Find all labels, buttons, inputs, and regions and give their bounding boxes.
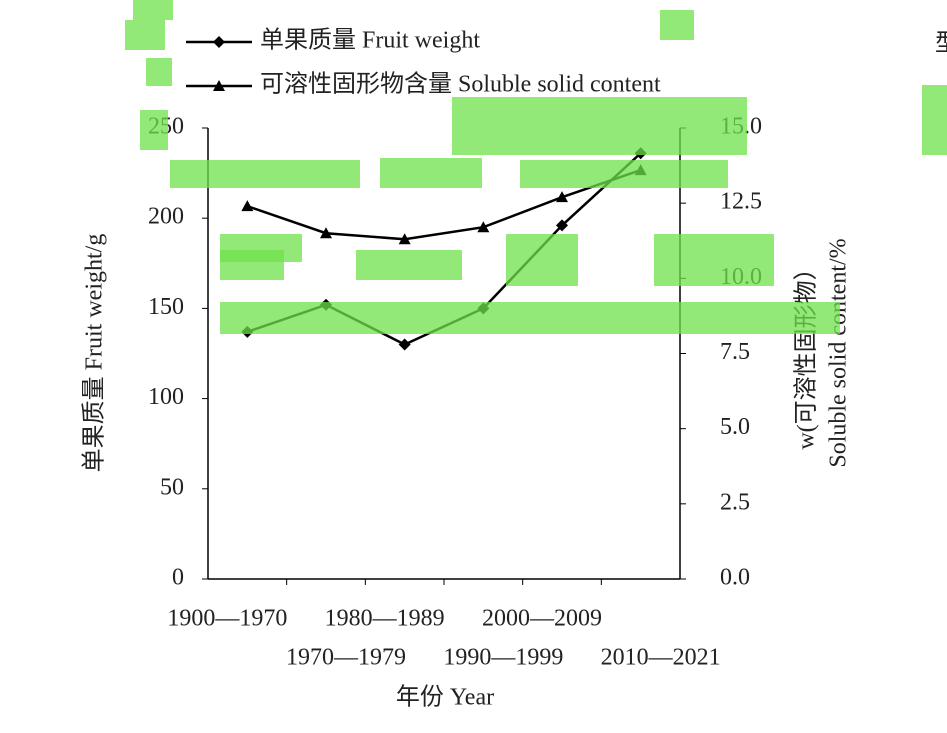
x-tick-label: 1990—1999 bbox=[443, 645, 563, 671]
y-tick-label: 200 bbox=[148, 204, 184, 230]
x-tick-label: 2000—2009 bbox=[482, 606, 602, 632]
x-axis-title: 年份 Year bbox=[396, 684, 494, 711]
highlight bbox=[140, 110, 168, 150]
y2-axis-title: Soluble solid content/% bbox=[826, 238, 852, 467]
highlight bbox=[146, 58, 172, 86]
highlight bbox=[660, 10, 694, 40]
y2-axis-title: w(可溶性固形物） bbox=[793, 256, 820, 449]
marker bbox=[556, 191, 568, 203]
marker bbox=[320, 227, 332, 239]
highlight bbox=[506, 234, 578, 286]
y-axis-title: 单果质量 Fruit weight/g bbox=[81, 234, 108, 473]
highlight bbox=[220, 250, 284, 280]
marker bbox=[398, 338, 411, 351]
highlight bbox=[133, 0, 173, 20]
legend-label: 单果质量 Fruit weight bbox=[260, 27, 480, 54]
highlight bbox=[654, 234, 774, 286]
legend-marker bbox=[213, 80, 225, 91]
y-tick-label: 150 bbox=[148, 294, 184, 320]
y-tick-label: 50 bbox=[160, 474, 184, 500]
highlight bbox=[520, 160, 728, 188]
highlight bbox=[125, 20, 165, 50]
highlights bbox=[125, 0, 947, 334]
y2-tick-label: 7.5 bbox=[720, 339, 750, 365]
highlight bbox=[170, 160, 360, 188]
legend-marker bbox=[213, 36, 225, 48]
marker bbox=[241, 200, 254, 212]
x-tick-label: 1980—1989 bbox=[325, 606, 445, 632]
marker bbox=[556, 219, 568, 232]
x-tick-label: 2010—2021 bbox=[601, 645, 721, 671]
highlight bbox=[922, 85, 947, 155]
marker bbox=[398, 233, 411, 245]
highlight bbox=[380, 158, 482, 188]
y2-tick-label: 2.5 bbox=[720, 489, 750, 515]
highlight bbox=[220, 302, 840, 334]
x-tick-label: 1970—1979 bbox=[286, 645, 406, 671]
y2-tick-label: 12.5 bbox=[720, 189, 762, 215]
y2-tick-label: 5.0 bbox=[720, 414, 750, 440]
highlight bbox=[452, 97, 747, 155]
legend-label: 可溶性固形物含量 Soluble solid content bbox=[260, 71, 661, 98]
y-tick-label: 100 bbox=[148, 384, 184, 410]
y-tick-label: 0 bbox=[172, 565, 184, 591]
margin-text: 型 bbox=[935, 30, 947, 57]
y2-tick-label: 0.0 bbox=[720, 565, 750, 591]
x-tick-label: 1900—1970 bbox=[167, 606, 287, 632]
highlight bbox=[356, 250, 462, 280]
marker bbox=[477, 221, 490, 233]
series-line bbox=[246, 168, 642, 241]
